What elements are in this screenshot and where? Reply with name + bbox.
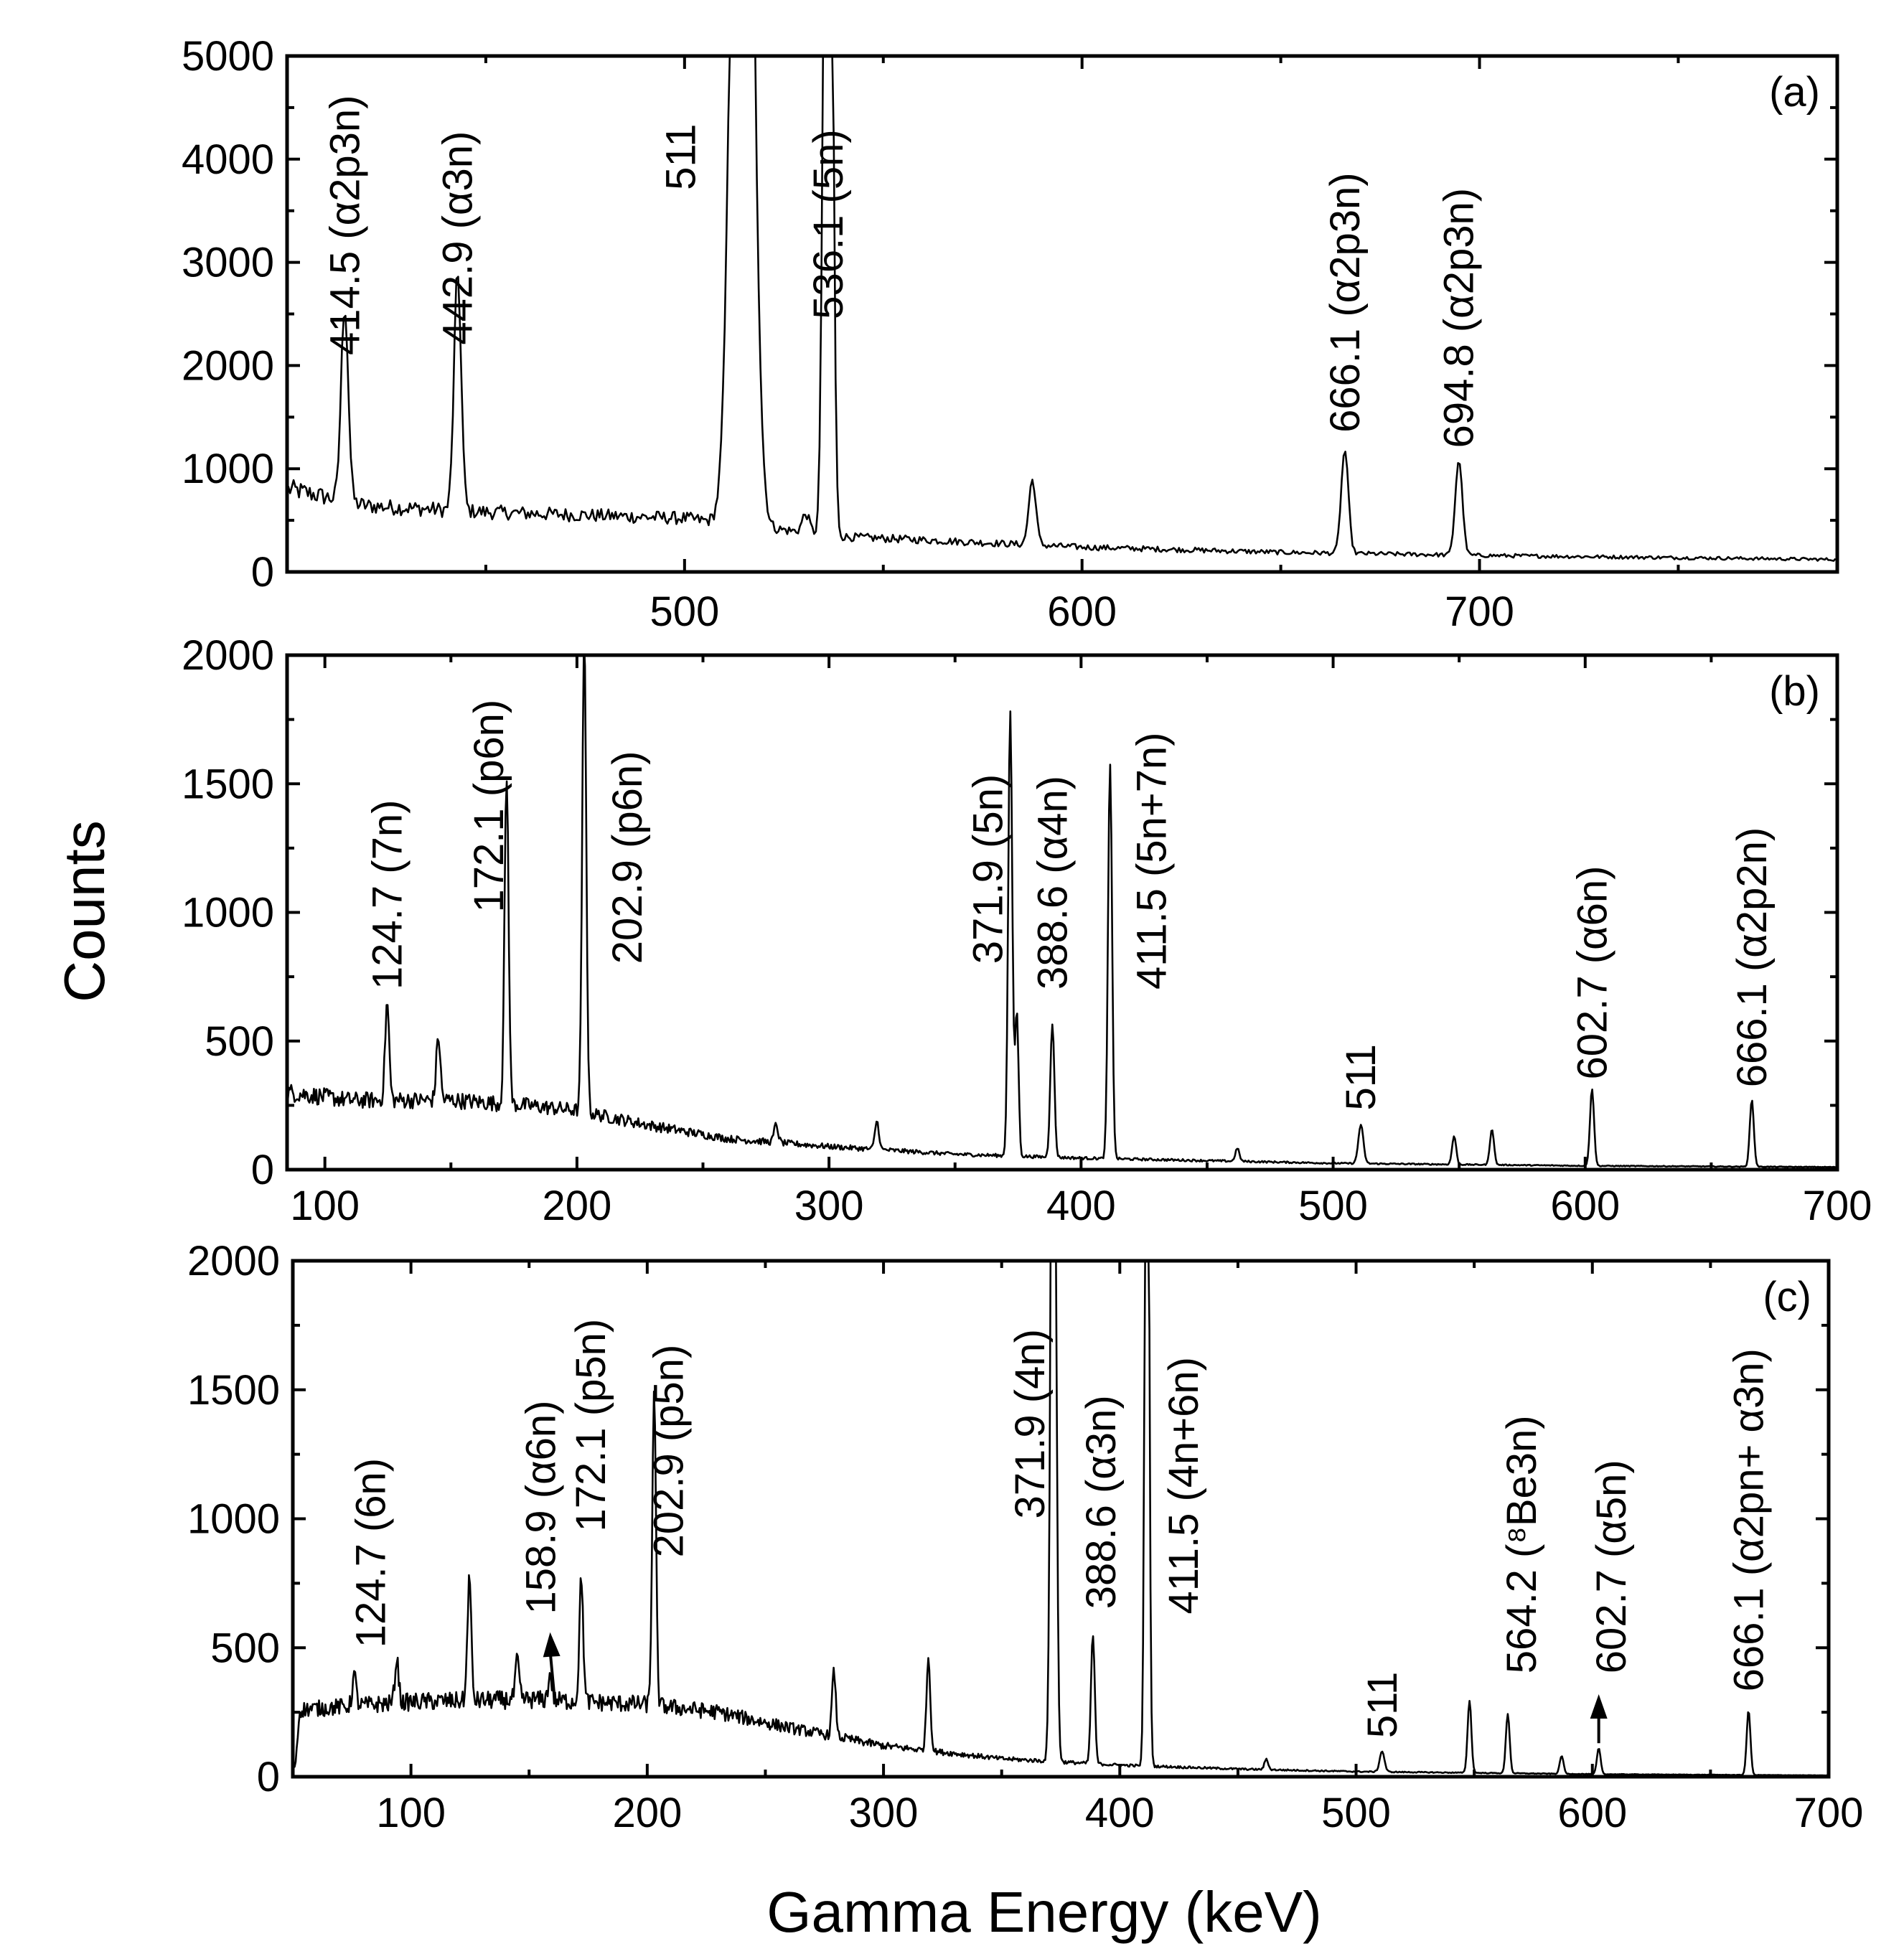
peak-annotation: 666.1 (α2p2n) [1729,827,1776,1087]
peak-annotation: 414.5 (α2p3n) [322,95,368,355]
y-tick-label: 1500 [187,1367,280,1414]
y-tick-label: 1000 [187,1496,280,1543]
peak-annotation: 536.1 (5n) [805,129,852,319]
y-tick-label: 0 [251,549,274,596]
spectrum-line [293,1261,1828,1777]
x-tick-label: 100 [290,1183,360,1229]
peak-annotation: 202.9 (p6n) [604,751,651,964]
spectrum-line [287,56,1837,562]
x-tick-label: 700 [1794,1790,1864,1836]
peak-annotation: 124.7 (7n) [364,800,411,990]
panel-label: (a) [1769,69,1820,116]
peak-annotation: 124.7 (6n) [348,1458,395,1648]
x-tick-label: 500 [1298,1183,1368,1229]
x-tick-label: 600 [1047,588,1117,635]
peak-annotation: 371.9 (4n) [1007,1329,1054,1518]
peak-annotation: 202.9 (p5n) [646,1345,693,1558]
panel-label: (c) [1763,1274,1811,1320]
x-tick-label: 400 [1085,1790,1155,1836]
x-axis-title: Gamma Energy (keV) [766,1880,1322,1944]
y-tick-label: 4000 [182,136,274,183]
y-tick-label: 2000 [182,632,274,679]
y-tick-label: 500 [210,1625,280,1671]
panel-c: 0 500 1000 1500 2000 100 200 300 400 500 600 700 (c)… [187,1238,1863,1836]
y-axis-title: Counts [52,820,116,1002]
peak-annotation: 602.7 (α6n) [1569,866,1615,1080]
x-tick-label: 500 [1321,1790,1391,1836]
y-tick-label: 0 [251,1147,274,1193]
x-tick-label: 700 [1445,588,1514,635]
peak-annotation: 172.1 (p6n) [466,700,512,913]
peak-annotation: 442.9 (α3n) [435,131,482,345]
panel-a: 0 1000 2000 3000 4000 5000 500 600 700 (a) 414.5 (… [182,33,1839,635]
arrow-head [1590,1693,1608,1719]
peak-annotation: 511 [1359,1672,1406,1738]
y-tick-label: 1000 [182,890,274,936]
peak-annotation: 666.1 (α2p3n) [1322,172,1369,432]
peak-annotation: 694.8 (α2p3n) [1436,188,1483,448]
peak-annotation: 511 [657,123,704,189]
peak-annotation: 564.2 (⁸Be3n) [1499,1415,1545,1673]
peak-annotation: 602.7 (α5n) [1588,1460,1635,1673]
panel-label: (b) [1769,668,1820,715]
peak-annotation: 388.6 (α4n) [1029,776,1076,990]
y-tick-label: 2000 [187,1238,280,1284]
x-tick-label: 600 [1550,1183,1620,1229]
y-tick-label: 1500 [182,761,274,807]
x-tick-label: 500 [649,588,719,635]
y-tick-label: 0 [257,1754,280,1800]
y-tick-label: 3000 [182,240,274,286]
x-tick-label: 700 [1803,1183,1872,1229]
peak-annotation: 158.9 (α6n) [518,1401,565,1615]
panel-b: 0 500 1000 1500 2000 100 200 300 400 500 600 700 (b)… [182,632,1872,1229]
x-tick-label: 100 [376,1790,446,1836]
plot-frame [285,54,1839,574]
spectrum-line [287,655,1837,1168]
y-tick-label: 1000 [182,446,274,492]
peak-annotation: 411.5 (4n+6n) [1160,1357,1207,1614]
y-tick-label: 5000 [182,33,274,80]
x-tick-label: 200 [543,1183,612,1229]
x-tick-label: 300 [849,1790,919,1836]
peak-annotation: 411.5 (5n+7n) [1129,733,1176,990]
peak-annotation: 371.9 (5n) [965,774,1011,964]
peak-annotation: 388.6 (α3n) [1078,1395,1125,1609]
peak-annotation: 511 [1338,1044,1384,1110]
y-tick-label: 2000 [182,342,274,389]
x-tick-label: 200 [612,1790,682,1836]
peak-annotation: 172.1 (p5n) [568,1319,614,1532]
y-tick-label: 500 [205,1018,274,1065]
x-tick-label: 600 [1557,1790,1627,1836]
annotation-arrow [548,1650,555,1692]
peak-annotation: 666.1 (α2pn+ α3n) [1725,1348,1772,1691]
arrow-head [543,1632,561,1658]
x-tick-label: 300 [794,1183,864,1229]
x-tick-label: 400 [1046,1183,1116,1229]
